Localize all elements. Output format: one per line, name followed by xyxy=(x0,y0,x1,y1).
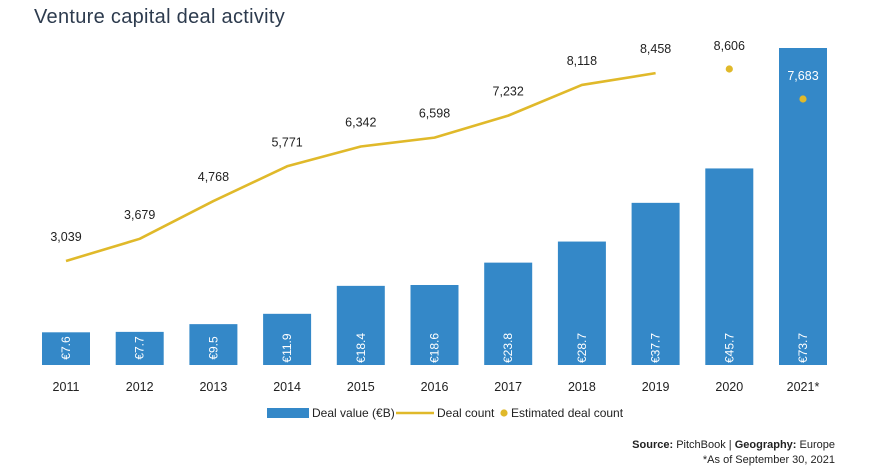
source-separator: | xyxy=(728,439,732,451)
line-series xyxy=(65,65,807,263)
x-tick-label: 2013 xyxy=(199,380,227,394)
bar-series xyxy=(42,48,827,365)
bar-value-label: €7.7 xyxy=(133,336,147,360)
count-labels: 3,039 3,679 4,768 5,771 6,342 6,598 7,232 8,118… xyxy=(50,39,818,244)
deal-count-label: 4,768 xyxy=(198,170,229,184)
bar-value-label: €73.7 xyxy=(796,333,810,363)
legend: Deal value (€B) Deal count Estimated deal … xyxy=(267,406,624,420)
bar-2017 xyxy=(484,262,533,365)
bar-2015 xyxy=(336,285,385,365)
estimated-count-dot xyxy=(725,65,733,73)
bar-value-label: €9.5 xyxy=(206,336,220,360)
deal-count-label: 6,342 xyxy=(345,115,376,129)
estimated-count-label: 8,606 xyxy=(714,39,745,53)
bar-value-label: €18.4 xyxy=(354,333,368,363)
source-line: Source: PitchBook | Geography: Europe xyxy=(632,438,835,453)
legend-swatch-deal-value xyxy=(267,408,309,418)
bar-value-labels: €7.6 €7.7 €9.5 €11.9 €18.4 €18.6 €23.8 €28.7 €37… xyxy=(59,333,810,363)
x-tick-label: 2016 xyxy=(421,380,449,394)
bar-2011 xyxy=(42,332,90,365)
bar-2020 xyxy=(705,168,754,365)
bar-2014 xyxy=(263,313,312,365)
deal-count-line xyxy=(65,71,656,263)
legend-label-deal-value: Deal value (€B) xyxy=(312,406,395,420)
x-tick-label: 2011 xyxy=(53,380,80,394)
bar-value-label: €28.7 xyxy=(575,333,589,363)
bar-value-label: €7.6 xyxy=(59,336,73,360)
bar-2012 xyxy=(115,331,164,365)
source-value: PitchBook xyxy=(676,439,726,451)
x-tick-label: 2014 xyxy=(273,380,301,394)
x-tick-label: 2018 xyxy=(568,380,596,394)
as-of-note: *As of September 30, 2021 xyxy=(702,454,835,466)
deal-count-label: 3,039 xyxy=(50,230,81,244)
legend-label-estimated: Estimated deal count xyxy=(511,406,624,420)
x-tick-label: 2020 xyxy=(715,380,743,394)
source-note: Source: PitchBook | Geography: Europe *A… xyxy=(632,438,835,468)
bar-2018 xyxy=(557,241,606,365)
legend-swatch-estimated xyxy=(500,409,508,417)
deal-count-label: 6,598 xyxy=(419,107,450,121)
deal-count-label: 7,232 xyxy=(493,85,524,99)
deal-count-label: 3,679 xyxy=(124,208,155,222)
deal-count-label: 8,458 xyxy=(640,42,671,56)
chart-title: Venture capital deal activity xyxy=(34,6,286,28)
x-axis-ticks: 2011 2012 2013 2014 2015 2016 2017 2018 2019 2020… xyxy=(53,380,820,394)
x-tick-label: 2017 xyxy=(494,380,522,394)
bar-value-label: €23.8 xyxy=(501,333,515,363)
bar-2013 xyxy=(189,324,238,365)
legend-label-deal-count: Deal count xyxy=(437,406,495,420)
bar-value-label: €45.7 xyxy=(722,333,736,363)
x-tick-label: 2015 xyxy=(347,380,375,394)
geography-value: Europe xyxy=(799,439,835,451)
source-label: Source: xyxy=(632,439,674,451)
x-tick-label: 2012 xyxy=(126,380,154,394)
bar-value-label: €37.7 xyxy=(649,333,663,363)
x-tick-label: 2019 xyxy=(642,380,670,394)
x-tick-label: 2021* xyxy=(787,380,820,394)
bar-2016 xyxy=(410,284,459,365)
bar-2019 xyxy=(631,202,680,365)
geography-label: Geography: xyxy=(734,439,797,451)
bar-value-label: €18.6 xyxy=(428,333,442,363)
bar-value-label: €11.9 xyxy=(280,333,294,362)
estimated-count-label: 7,683 xyxy=(787,69,818,83)
estimated-count-dot xyxy=(799,95,807,103)
deal-count-label: 8,118 xyxy=(567,54,597,68)
deal-count-label: 5,771 xyxy=(271,135,302,149)
